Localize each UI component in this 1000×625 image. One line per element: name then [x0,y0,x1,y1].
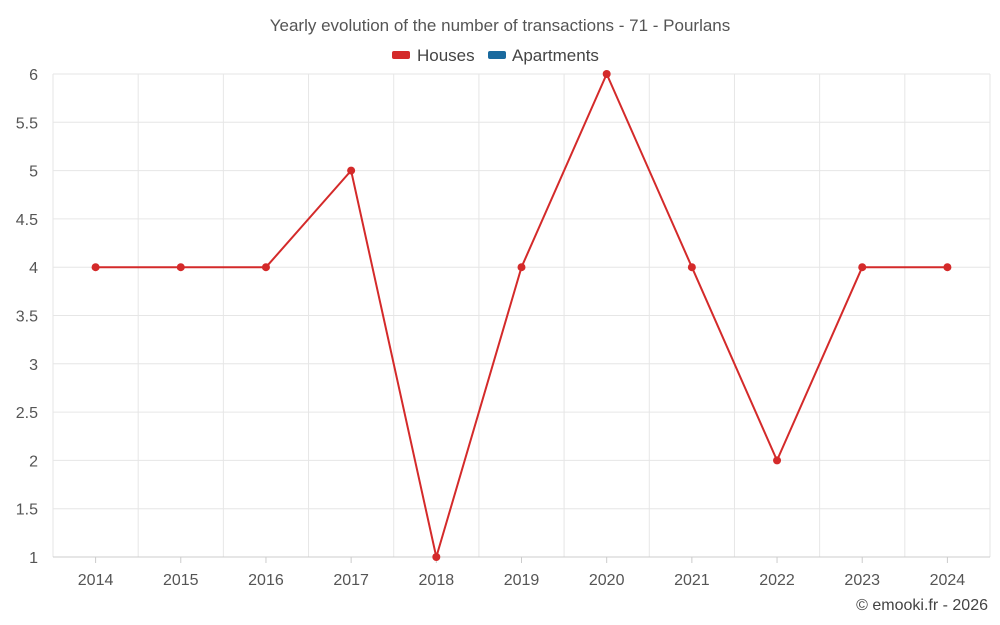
legend-label-apartments: Apartments [512,46,599,65]
legend-swatch-houses [392,51,410,59]
x-tick-label: 2023 [844,572,880,589]
y-tick-label: 4 [29,260,38,277]
credit-text: © emooki.fr - 2026 [856,597,988,614]
data-point[interactable] [261,263,270,272]
y-tick-label: 5 [29,164,38,181]
x-tick-label: 2018 [419,572,455,589]
data-point[interactable] [687,263,696,272]
x-tick-label: 2016 [248,572,284,589]
data-point[interactable] [773,456,782,465]
x-tick-label: 2017 [333,572,369,589]
data-point[interactable] [517,263,526,272]
data-point[interactable] [176,263,185,272]
data-point[interactable] [858,263,867,272]
series-houses [91,70,952,561]
x-tick-label: 2020 [589,572,625,589]
y-axis: 1 1.5 2 2.5 3 3.5 4 4.5 5 5.5 6 [16,67,38,567]
legend-item-houses[interactable]: Houses [392,46,475,65]
x-tick-label: 2014 [78,572,114,589]
x-tick-label: 2022 [759,572,795,589]
data-point[interactable] [943,263,952,272]
y-tick-label: 5.5 [16,115,38,132]
data-point[interactable] [347,166,356,175]
gridlines [52,73,991,558]
legend-swatch-apartments [488,51,506,59]
x-tick-label: 2024 [930,572,966,589]
data-point[interactable] [432,553,441,561]
data-point[interactable] [602,70,611,78]
legend: Houses Apartments [392,46,599,65]
y-tick-label: 6 [29,67,38,84]
x-tick-label: 2015 [163,572,199,589]
x-axis: 2014 2015 2016 2017 2018 2019 2020 2021 2022 2023… [78,557,966,589]
legend-label-houses: Houses [417,46,475,65]
y-tick-label: 2.5 [16,405,38,422]
y-tick-label: 1.5 [16,502,38,519]
y-tick-label: 4.5 [16,212,38,229]
y-tick-label: 3.5 [16,309,38,326]
y-tick-label: 2 [29,453,38,470]
y-tick-label: 3 [29,357,38,374]
data-point[interactable] [91,263,100,272]
chart-title: Yearly evolution of the number of transa… [270,16,731,35]
x-tick-label: 2021 [674,572,710,589]
legend-item-apartments[interactable]: Apartments [488,46,599,65]
x-tick-label: 2019 [504,572,540,589]
y-tick-label: 1 [29,550,38,567]
